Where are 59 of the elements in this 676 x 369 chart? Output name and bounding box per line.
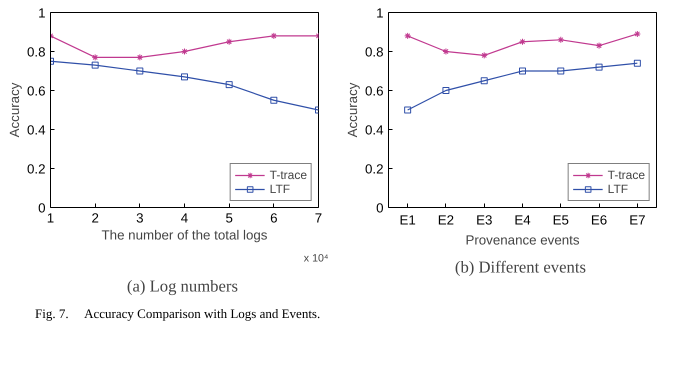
y-tick-label: 0.8 [364,44,384,60]
text: (a) Log numbers [126,276,238,296]
caption: Fig. 7. Accuracy Comparison with Logs and Events. [35,305,320,323]
point [480,77,488,84]
y-tick-label: 0.2 [26,162,46,176]
legend-label: T-trace [608,168,645,182]
y-tick-label: 0.8 [26,44,46,60]
point [480,52,488,59]
x-tick-label: 2 [91,210,99,226]
x-tick-label: E5 [552,212,569,228]
point [596,64,603,71]
point [270,32,278,40]
legend-label: T-trace [270,168,307,182]
point [270,96,278,104]
point [181,48,188,55]
legend-label: LTF [608,182,628,196]
x-tick-label: E6 [590,212,608,228]
point [596,42,603,50]
y-tick-label: 0 [38,200,46,216]
x-tick-label: E4 [514,212,532,228]
y-tick-label: 0.2 [364,162,384,176]
x-tick-label: E7 [629,212,646,228]
point [92,54,99,61]
y-tick-label: 1 [38,6,46,20]
x-axis-title: The number of the total logs [102,228,268,242]
point [519,68,526,74]
point [136,54,144,61]
x-tick-label: E1 [399,212,416,228]
point [226,38,233,46]
x-tick-label: E2 [438,212,454,228]
point [557,68,564,74]
y-tick-label: 1 [376,6,384,20]
legend-label: LTF [270,182,290,196]
y-tick-label: 0 [376,200,384,216]
point [442,48,450,55]
point [92,62,99,69]
point [519,38,526,46]
y-tick-label: 0.6 [26,84,46,98]
x-tick-label: 5 [225,210,233,226]
x-tick-label: 7 [314,210,322,226]
point [404,106,412,114]
point [442,87,450,94]
text: x 10⁴ [304,252,329,264]
x-tick-label: E3 [476,212,492,228]
point [557,36,564,44]
text: (b) Different events [454,258,586,276]
x-tick-label: 4 [180,210,189,226]
point [634,60,641,67]
x-tick-label: 6 [270,210,278,226]
y-tick-label: 0.4 [26,122,46,138]
y-axis-title: Accuracy [344,82,360,138]
point [226,81,233,88]
x-tick-label: 3 [136,210,144,226]
y-tick-label: 0.4 [364,122,384,138]
y-tick-label: 0.6 [364,84,384,98]
x-axis-title: Provenance events [465,232,580,248]
y-axis-title: Accuracy [6,82,22,138]
point [136,68,144,74]
point [181,73,188,80]
